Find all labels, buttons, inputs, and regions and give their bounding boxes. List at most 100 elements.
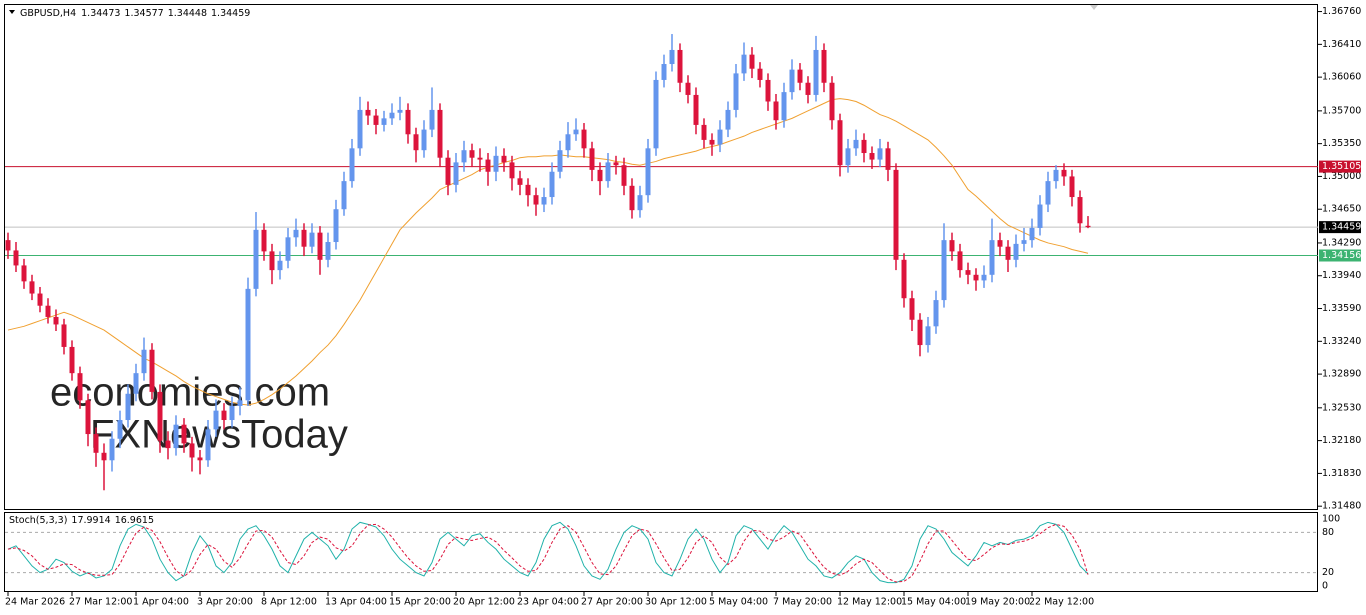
candle-body	[469, 150, 475, 158]
candle-body	[13, 250, 19, 266]
candle-body	[1005, 246, 1011, 260]
x-tick-label: 24 Mar 2026	[5, 597, 65, 608]
candle-body	[1045, 181, 1051, 205]
x-tick-label: 15 May 04:00	[901, 597, 966, 608]
candle-body	[781, 92, 787, 121]
candle-body	[349, 148, 355, 182]
candle-body	[629, 185, 635, 211]
candle-body	[253, 229, 259, 289]
candle-body	[69, 346, 75, 374]
price-label: 1.34156	[1322, 250, 1361, 261]
x-tick-label: 27 Mar 12:00	[69, 597, 132, 608]
candle-body	[669, 49, 675, 65]
y-tick-label: 1.33240	[1322, 336, 1361, 347]
y-tick-label: 1.34650	[1322, 204, 1361, 215]
low: 1.34448	[168, 8, 207, 19]
y-tick-label: 100	[1322, 514, 1340, 525]
y-tick-label: 1.36760	[1322, 6, 1361, 17]
x-tick-label: 1 Apr 04:00	[133, 597, 189, 608]
y-tick-label: 1.33590	[1322, 303, 1361, 314]
open: 1.34473	[81, 8, 120, 19]
candle-body	[701, 124, 707, 140]
main-value: 17.9914	[71, 515, 110, 526]
candle-body	[1053, 169, 1059, 182]
candle-body	[813, 49, 819, 95]
moving-average	[7, 98, 1089, 406]
candle-body	[573, 129, 579, 135]
candle-body	[229, 405, 235, 421]
x-tick-label: 19 May 20:00	[965, 597, 1030, 608]
candle-body	[301, 229, 307, 247]
x-tick-label: 20 Apr 12:00	[453, 597, 515, 608]
candle-body	[317, 232, 323, 260]
x-tick-label: 22 May 12:00	[1029, 597, 1094, 608]
watermark-text: FXNewsToday	[90, 413, 348, 457]
candle-body	[493, 155, 499, 172]
candle-body	[853, 139, 859, 149]
candle-body	[637, 195, 643, 211]
price-label-box	[1319, 249, 1361, 262]
candle-body	[5, 240, 11, 251]
candle-body	[197, 457, 203, 461]
candle-body	[605, 162, 611, 182]
menu-arrow[interactable]	[9, 10, 15, 14]
candle-body	[157, 391, 163, 441]
y-tick-label: 1.35700	[1322, 105, 1361, 116]
candle-body	[517, 178, 523, 185]
candle-body	[901, 259, 907, 299]
candle-body	[1077, 197, 1083, 224]
candle-body	[405, 109, 411, 135]
candle-body	[173, 424, 179, 449]
candle-body	[485, 159, 491, 172]
candle-body	[45, 305, 51, 317]
candle-body	[293, 229, 299, 238]
candle-body	[685, 82, 691, 95]
candle-body	[661, 64, 667, 80]
y-tick-label: 1.34290	[1322, 237, 1361, 248]
candle-body	[149, 349, 155, 392]
candle-body	[909, 298, 915, 320]
y-tick-label: 20	[1322, 567, 1334, 578]
candle-body	[541, 197, 547, 205]
x-tick-label: 30 Apr 12:00	[645, 597, 707, 608]
high: 1.34577	[124, 8, 163, 19]
candle-body	[709, 139, 715, 145]
candle-body	[581, 129, 587, 149]
y-tick-label: 1.32180	[1322, 435, 1361, 446]
candle-body	[565, 134, 571, 151]
candle-body	[101, 452, 107, 461]
candle-body	[533, 195, 539, 205]
candle-body	[837, 120, 843, 166]
candle-body	[117, 420, 123, 439]
candle-body	[869, 153, 875, 160]
x-tick-label: 7 May 20:00	[773, 597, 832, 608]
candle-body	[933, 300, 939, 327]
candle-body	[949, 240, 955, 252]
candle-body	[221, 410, 227, 421]
candle-body	[141, 349, 147, 374]
candle-body	[213, 410, 219, 430]
candle-body	[365, 109, 371, 116]
y-tick-label: 80	[1322, 527, 1334, 538]
candle-body	[77, 373, 83, 401]
x-tick-label: 23 Apr 04:00	[517, 597, 579, 608]
stoch-line	[7, 521, 1089, 584]
candle-body	[477, 157, 483, 160]
candle-body	[109, 438, 115, 461]
candle-body	[421, 129, 427, 151]
candle-body	[1069, 176, 1075, 198]
candle-body	[461, 150, 467, 163]
candle-body	[357, 109, 363, 149]
price-label-box	[1319, 221, 1361, 234]
candle-body	[557, 150, 563, 172]
candle-body	[885, 148, 891, 170]
candle-body	[717, 129, 723, 145]
candle-body	[597, 169, 603, 182]
y-tick-label: 1.36060	[1322, 72, 1361, 83]
candle-body	[1013, 243, 1019, 260]
candle-body	[989, 240, 995, 275]
chart-header: GBPUSD,H4 1.34473 1.34577 1.34448 1.34459	[20, 8, 250, 19]
candle-body	[269, 251, 275, 271]
stoch-line	[7, 523, 1089, 583]
